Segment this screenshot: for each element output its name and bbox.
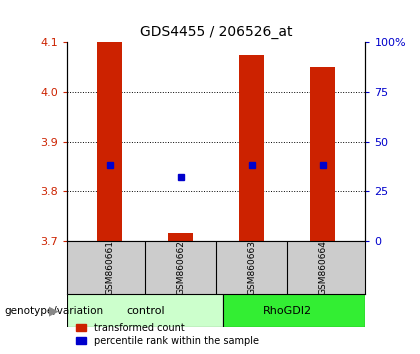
Text: GSM860663: GSM860663 (247, 240, 256, 295)
Text: GSM860662: GSM860662 (176, 240, 185, 295)
Text: GSM860664: GSM860664 (318, 240, 327, 295)
Text: RhoGDI2: RhoGDI2 (263, 306, 312, 316)
Legend: transformed count, percentile rank within the sample: transformed count, percentile rank withi… (76, 323, 259, 346)
Text: GSM860661: GSM860661 (105, 240, 114, 295)
Bar (239, 55, 264, 241)
Bar (168, 233, 193, 241)
FancyBboxPatch shape (223, 294, 365, 327)
Text: ▶: ▶ (49, 304, 59, 317)
Text: control: control (126, 306, 165, 316)
Bar (97, 42, 122, 241)
Bar (310, 67, 335, 241)
Title: GDS4455 / 206526_at: GDS4455 / 206526_at (140, 25, 293, 39)
Text: genotype/variation: genotype/variation (4, 306, 103, 316)
FancyBboxPatch shape (67, 294, 223, 327)
